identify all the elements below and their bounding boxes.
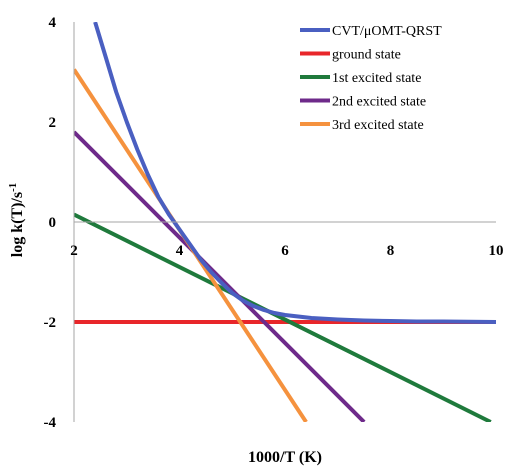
y-axis-label: log k(T)/s-1 bbox=[7, 183, 26, 258]
x-tick-label: 10 bbox=[489, 243, 504, 259]
legend-label: ground state bbox=[332, 48, 401, 63]
y-tick-label: 0 bbox=[49, 215, 57, 231]
y-axis-label-main: log k(T)/s bbox=[9, 192, 26, 257]
y-tick-label: -4 bbox=[44, 415, 57, 431]
legend-label: 3rd excited state bbox=[332, 118, 424, 133]
plot-lines bbox=[74, 22, 496, 422]
x-axis-label: 1000/T (K) bbox=[248, 449, 322, 466]
x-tick-labels: 2 4 6 8 10 bbox=[70, 243, 503, 259]
y-tick-label: 2 bbox=[49, 115, 57, 131]
x-tick-label: 6 bbox=[281, 243, 289, 259]
y-tick-label: 4 bbox=[49, 15, 57, 31]
legend-label: CVT/μOMT-QRST bbox=[332, 24, 442, 39]
y-axis-label-superscript: -1 bbox=[7, 183, 19, 192]
series-line-1 bbox=[93, 22, 496, 324]
legend-label: 1st excited state bbox=[332, 71, 421, 86]
series-line-4 bbox=[74, 130, 366, 422]
y-tick-labels: -4 -2 0 2 4 bbox=[44, 15, 57, 431]
x-tick-label: 4 bbox=[176, 243, 184, 259]
x-tick-label: 2 bbox=[70, 243, 78, 259]
y-tick-label: -2 bbox=[44, 315, 57, 331]
series-line-3 bbox=[74, 212, 492, 422]
legend: CVT/μOMT-QRST ground state 1st excited sta… bbox=[300, 24, 442, 133]
legend-label: 2nd excited state bbox=[332, 95, 426, 110]
x-tick-label: 8 bbox=[387, 243, 395, 259]
